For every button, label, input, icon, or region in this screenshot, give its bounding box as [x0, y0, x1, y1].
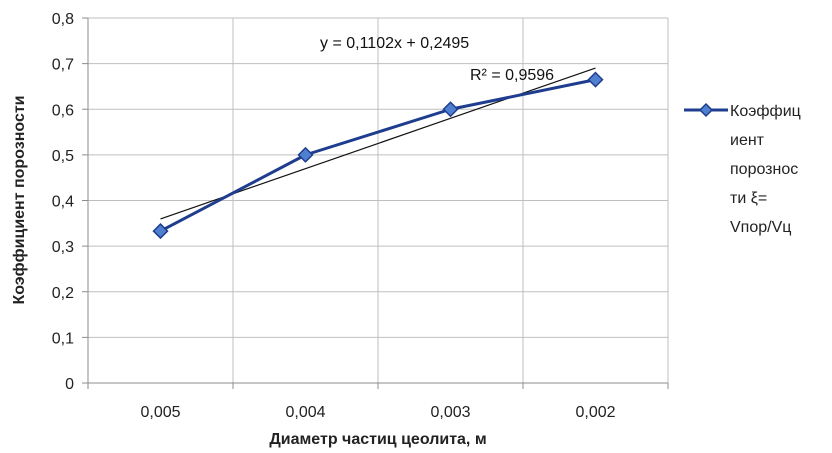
- data-point: [297, 146, 314, 163]
- data-point: [587, 71, 604, 88]
- axes: 0 0,1 0,2 0,3 0,4 0,5 0,6 0,7 0,8 0,005 0,004 0,003…: [52, 11, 669, 421]
- x-tick-label: 0,002: [575, 404, 615, 421]
- legend: Коэффиц иент порознос ти ξ= Vпор/Vц: [684, 102, 801, 236]
- trendline-equation: y = 0,1102x + 0,2495: [320, 35, 469, 52]
- labels: y = 0,1102x + 0,2495 R² = 0,9596 Диаметр…: [11, 35, 554, 448]
- y-tick-label: 0,4: [52, 194, 74, 211]
- series: [152, 71, 604, 240]
- legend-label: порознос: [730, 161, 798, 178]
- y-tick-label: 0,1: [52, 330, 74, 347]
- y-tick-label: 0,6: [52, 102, 74, 119]
- legend-marker: [698, 102, 714, 118]
- series-line: [159, 78, 596, 233]
- x-tick-label: 0,004: [285, 404, 325, 421]
- y-tick-label: 0,8: [52, 11, 74, 28]
- data-point: [152, 223, 169, 240]
- trendline-r2: R² = 0,9596: [470, 67, 554, 84]
- legend-label: иент: [730, 132, 765, 149]
- x-axis-title: Диаметр частиц цеолита, м: [269, 431, 486, 448]
- y-tick-label: 0,5: [52, 148, 74, 165]
- y-tick-label: 0,7: [52, 57, 74, 74]
- x-tick-label: 0,003: [430, 404, 470, 421]
- y-tick-label: 0: [65, 376, 74, 393]
- legend-label: ти ξ=: [730, 190, 767, 207]
- data-point: [442, 101, 459, 118]
- y-tick-label: 0,2: [52, 285, 74, 302]
- grid: [88, 17, 669, 383]
- x-tick-label: 0,005: [140, 404, 180, 421]
- y-axis-title: Коэффициент порозности: [11, 95, 28, 304]
- legend-label: Vпор/Vц: [730, 219, 791, 236]
- legend-label: Коэффиц: [730, 103, 801, 120]
- y-tick-label: 0,3: [52, 239, 74, 256]
